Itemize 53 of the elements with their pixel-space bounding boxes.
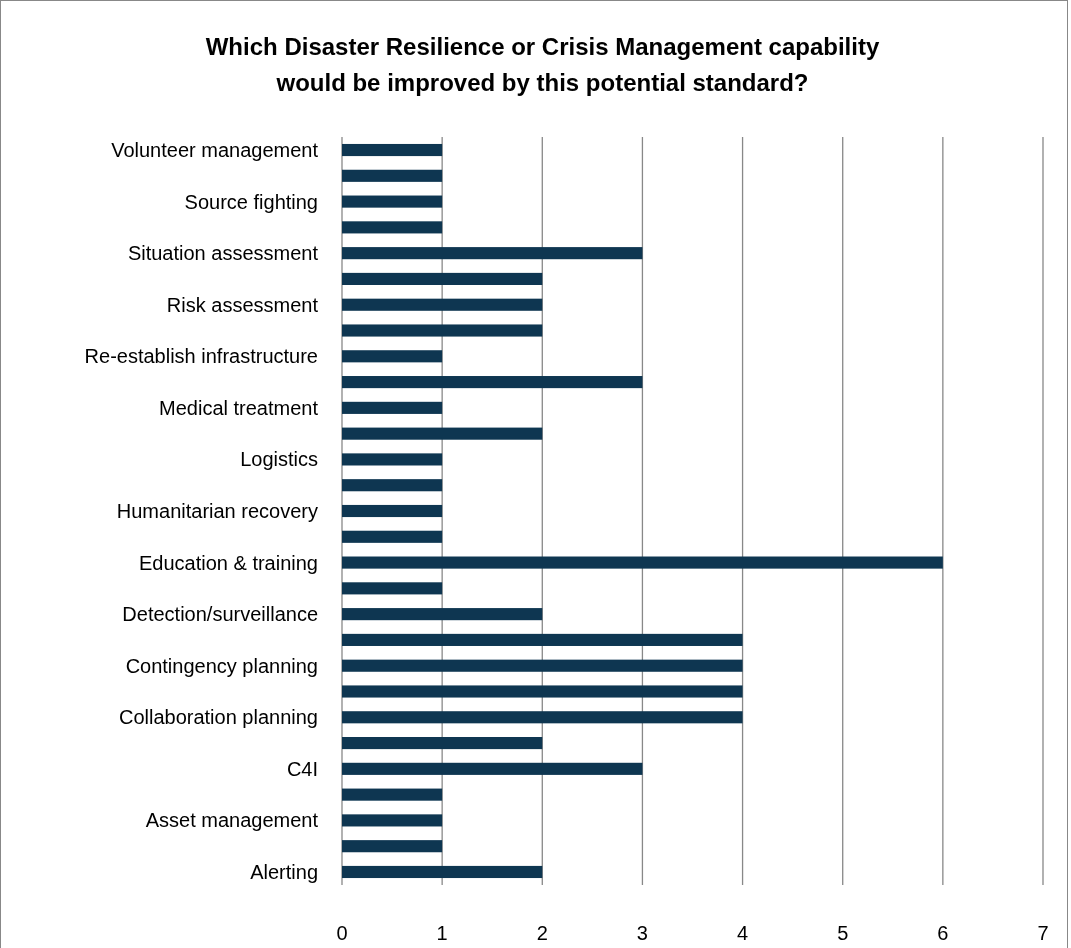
bar [342, 840, 443, 853]
y-tick-label: Humanitarian recovery [116, 500, 318, 522]
x-tick-label: 7 [1037, 922, 1049, 944]
bar [342, 427, 543, 440]
y-tick-label: Detection/surveillance [122, 603, 318, 626]
bar [342, 350, 443, 363]
y-tick-label: C4I [286, 757, 318, 780]
bar [342, 453, 443, 466]
chart-title: Which Disaster Resilience or Crisis Management capability would be improved by this potential standard? [205, 33, 880, 96]
y-tick-label: Source fighting [184, 190, 318, 213]
bar [342, 247, 643, 260]
x-tick-label: 4 [737, 922, 749, 944]
x-tick-label: 2 [536, 922, 548, 944]
bar [342, 608, 543, 621]
bar [342, 556, 943, 569]
x-tick-label: 5 [837, 922, 849, 944]
x-tick-label: 1 [436, 922, 448, 944]
bar [342, 324, 543, 337]
y-tick-label: Asset management [145, 809, 319, 832]
bar [342, 169, 443, 182]
bar [342, 788, 443, 801]
bar [342, 401, 443, 414]
x-tick-label: 0 [336, 922, 348, 944]
bar [342, 530, 443, 543]
bar [342, 659, 743, 672]
bar [342, 737, 543, 750]
bar [342, 762, 643, 775]
bar [342, 143, 443, 157]
bar [342, 376, 643, 389]
y-tick-label: Volunteer management [111, 139, 319, 162]
bar [342, 504, 443, 518]
y-tick-label: Risk assessment [166, 293, 319, 316]
x-tick-label: 6 [937, 922, 949, 944]
y-tick-label: Contingency planning [125, 654, 318, 677]
bar [342, 814, 443, 827]
bar [342, 711, 743, 724]
bar [342, 221, 443, 234]
bar [342, 272, 543, 285]
y-tick-label: Logistics [240, 448, 318, 471]
bar [342, 865, 543, 879]
bar [342, 582, 443, 595]
bar [342, 298, 543, 311]
bar [342, 479, 443, 492]
y-tick-label: Collaboration planning [118, 706, 318, 729]
bar [342, 195, 443, 208]
y-tick-label: Medical treatment [159, 396, 319, 419]
y-tick-label: Alerting [250, 860, 318, 883]
y-tick-label: Situation assessment [127, 242, 319, 265]
x-tick-label: 3 [636, 922, 648, 944]
bar [342, 633, 743, 646]
bar [342, 685, 743, 698]
y-tick-label: Education & training [138, 551, 318, 574]
y-tick-label: Re-establish infrastructure [84, 345, 318, 368]
